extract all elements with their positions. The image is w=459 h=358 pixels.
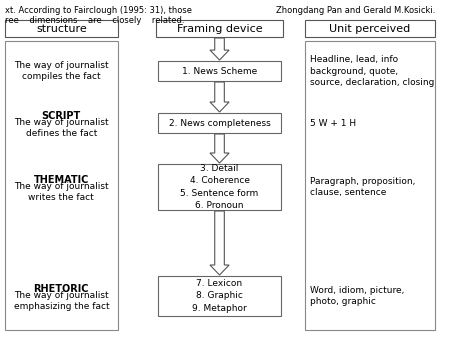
Text: Unit perceived: Unit perceived <box>330 24 411 34</box>
Polygon shape <box>210 134 229 163</box>
Bar <box>158 164 281 210</box>
Bar <box>156 20 283 37</box>
Bar <box>305 41 435 330</box>
Text: Paragraph, proposition,
clause, sentence: Paragraph, proposition, clause, sentence <box>310 176 415 197</box>
Polygon shape <box>210 82 229 112</box>
Text: 5 W + 1 H: 5 W + 1 H <box>310 118 356 127</box>
Text: Framing device: Framing device <box>177 24 263 34</box>
Text: xt. According to Fairclough (1995: 31), those: xt. According to Fairclough (1995: 31), … <box>5 5 192 15</box>
Text: The way of journalist
emphasizing the fact: The way of journalist emphasizing the fa… <box>14 291 109 311</box>
Text: 3. Detail
4. Coherence
5. Sentence form
6. Pronoun: 3. Detail 4. Coherence 5. Sentence form … <box>180 164 259 210</box>
Text: 2. News completeness: 2. News completeness <box>168 118 270 127</box>
Text: SCRIPT: SCRIPT <box>42 111 81 121</box>
Polygon shape <box>210 211 229 275</box>
Bar <box>5 41 118 330</box>
Bar <box>158 276 281 316</box>
Text: Zhongdang Pan and Gerald M.Kosicki.: Zhongdang Pan and Gerald M.Kosicki. <box>276 5 435 15</box>
Text: ree    dimensions    are    closely    related.: ree dimensions are closely related. <box>5 15 185 24</box>
Bar <box>5 20 118 37</box>
Text: The way of journalist
compiles the fact: The way of journalist compiles the fact <box>14 61 109 81</box>
Text: The way of journalist
writes the fact: The way of journalist writes the fact <box>14 182 109 202</box>
Text: The way of journalist
defines the fact: The way of journalist defines the fact <box>14 117 109 139</box>
Bar <box>305 20 435 37</box>
Text: RHETORIC: RHETORIC <box>34 284 89 294</box>
Text: Word, idiom, picture,
photo, graphic: Word, idiom, picture, photo, graphic <box>310 286 404 306</box>
Text: 1. News Scheme: 1. News Scheme <box>182 67 257 76</box>
Text: Headline, lead, info
background, quote,
source, declaration, closing: Headline, lead, info background, quote, … <box>310 55 434 87</box>
Bar <box>158 61 281 81</box>
Text: 7. Lexicon
8. Graphic
9. Metaphor: 7. Lexicon 8. Graphic 9. Metaphor <box>192 279 247 313</box>
Text: THEMATIC: THEMATIC <box>34 175 89 185</box>
Text: structure: structure <box>36 24 87 34</box>
Polygon shape <box>210 38 229 60</box>
Bar <box>158 113 281 133</box>
